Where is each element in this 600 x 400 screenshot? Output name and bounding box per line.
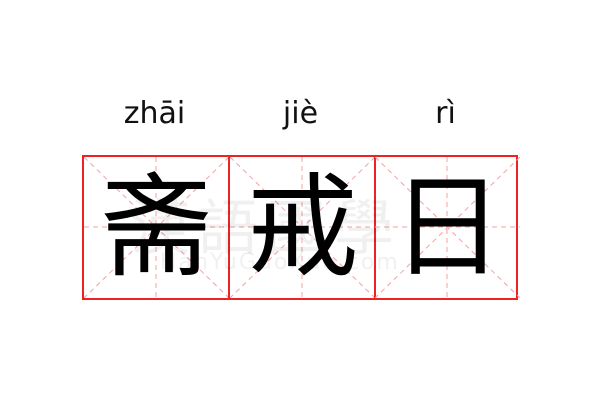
character-3: 日: [391, 162, 504, 293]
character-1: 斋: [100, 162, 213, 293]
pinyin-1: zhāi: [123, 96, 186, 131]
character-grid: 斋 戒 日: [82, 155, 520, 300]
guide-lines: [84, 157, 229, 298]
cell-divider: [228, 157, 230, 298]
character-cell-3: 日: [375, 157, 520, 298]
pinyin-2: jiè: [282, 96, 319, 131]
guide-lines: [375, 157, 520, 298]
character-cell-2: 戒: [230, 157, 375, 298]
pinyin-3: rì: [435, 96, 456, 131]
character-2: 戒: [246, 162, 359, 293]
character-cell-1: 斋: [84, 157, 229, 298]
guide-lines: [230, 157, 375, 298]
